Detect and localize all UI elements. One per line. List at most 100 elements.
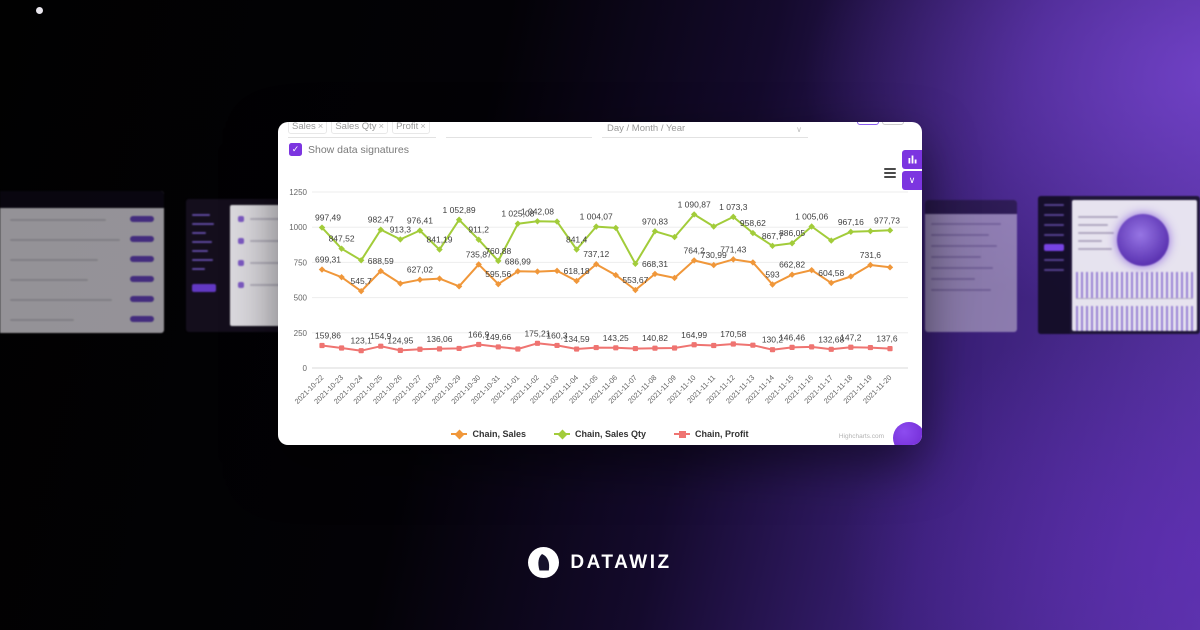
background-screenshot-dashboard <box>1038 196 1200 334</box>
svg-text:595,56: 595,56 <box>485 269 511 279</box>
svg-text:997,49: 997,49 <box>315 213 341 223</box>
svg-text:500: 500 <box>294 294 308 303</box>
svg-text:760,88: 760,88 <box>485 246 511 256</box>
thumbnail-sidebar <box>1038 196 1070 334</box>
collapse-panel-button[interactable]: ∨ <box>902 171 922 190</box>
svg-text:841,4: 841,4 <box>566 235 588 245</box>
svg-text:137,6: 137,6 <box>876 334 898 344</box>
svg-text:250: 250 <box>294 329 308 338</box>
chat-fab-button[interactable] <box>893 422 922 445</box>
svg-text:735,87: 735,87 <box>466 249 492 259</box>
chevron-down-icon: ∨ <box>796 125 802 134</box>
series-marker-icon <box>679 430 687 438</box>
svg-text:164,99: 164,99 <box>681 330 707 340</box>
chip-sales-qty[interactable]: Sales Qty × <box>331 122 389 134</box>
svg-text:886,05: 886,05 <box>779 228 805 238</box>
svg-text:967,16: 967,16 <box>838 217 864 227</box>
chart-legend: Chain, Sales Chain, Sales Qty Chain, Pro… <box>278 429 922 439</box>
decor-dot <box>36 7 43 14</box>
chip-profit[interactable]: Profit × <box>392 122 430 134</box>
show-data-signatures-row: ✓ Show data signatures <box>289 143 409 156</box>
svg-text:750: 750 <box>294 258 308 267</box>
svg-text:977,73: 977,73 <box>874 215 900 225</box>
svg-text:1000: 1000 <box>289 223 307 232</box>
svg-text:1 073,3: 1 073,3 <box>719 202 748 212</box>
svg-text:730,99: 730,99 <box>701 250 727 260</box>
svg-text:976,41: 976,41 <box>407 216 433 226</box>
svg-text:143,25: 143,25 <box>603 333 629 343</box>
series-marker-icon <box>455 429 465 439</box>
svg-text:154,9: 154,9 <box>370 331 392 341</box>
svg-text:553,67: 553,67 <box>622 275 648 285</box>
legend-item-sales-qty[interactable]: Chain, Sales Qty <box>554 429 646 439</box>
empty-input-field[interactable] <box>446 122 592 138</box>
thumbnail-bar-chart <box>1076 272 1193 299</box>
svg-text:1 052,89: 1 052,89 <box>443 205 476 215</box>
svg-text:958,62: 958,62 <box>740 218 766 228</box>
svg-text:124,95: 124,95 <box>387 335 413 345</box>
svg-text:130,2: 130,2 <box>762 335 784 345</box>
svg-text:160,3: 160,3 <box>546 330 568 340</box>
svg-text:618,18: 618,18 <box>564 266 590 276</box>
svg-text:970,83: 970,83 <box>642 216 668 226</box>
grouping-select[interactable]: Day / Month / Year ∨ <box>602 122 808 138</box>
side-panel: ∨ <box>902 150 922 192</box>
svg-text:175,21: 175,21 <box>524 328 550 338</box>
show-data-signatures-checkbox[interactable]: ✓ <box>289 143 302 156</box>
thumbnail-sidebar <box>192 207 218 327</box>
svg-text:545,7: 545,7 <box>351 276 373 286</box>
metric-filter-field[interactable]: Sales × Sales Qty × Profit × <box>288 122 436 138</box>
svg-text:134,59: 134,59 <box>564 334 590 344</box>
close-icon[interactable]: × <box>378 122 385 132</box>
svg-text:847,52: 847,52 <box>329 234 355 244</box>
close-icon[interactable]: × <box>317 122 324 132</box>
chip-sales[interactable]: Sales × <box>288 122 328 134</box>
legend-item-profit[interactable]: Chain, Profit <box>674 429 749 439</box>
mini-chart-icon <box>908 155 916 164</box>
thumbnail-titlebar <box>0 191 164 208</box>
svg-text:593: 593 <box>765 270 779 280</box>
svg-text:0: 0 <box>303 364 308 373</box>
logo-icon <box>528 547 560 578</box>
legend-item-sales[interactable]: Chain, Sales <box>451 429 526 439</box>
svg-text:1 042,08: 1 042,08 <box>521 206 554 216</box>
svg-text:1 025,08: 1 025,08 <box>501 209 534 219</box>
highcharts-watermark: Highcharts.com <box>838 433 884 440</box>
column-chart-view-button[interactable] <box>882 122 904 125</box>
svg-text:166,9: 166,9 <box>468 330 490 340</box>
line-chart-view-button[interactable] <box>857 122 879 125</box>
svg-text:147,2: 147,2 <box>840 332 862 342</box>
svg-text:604,58: 604,58 <box>818 268 844 278</box>
svg-text:662,82: 662,82 <box>779 260 805 270</box>
svg-text:159,86: 159,86 <box>315 330 341 340</box>
svg-text:123,1: 123,1 <box>351 336 373 346</box>
svg-text:146,46: 146,46 <box>779 332 805 342</box>
series-marker-icon <box>557 429 568 439</box>
svg-text:140,82: 140,82 <box>642 333 668 343</box>
svg-text:627,02: 627,02 <box>407 265 433 275</box>
chart-settings-button[interactable] <box>902 150 922 169</box>
close-icon[interactable]: × <box>420 122 426 132</box>
svg-text:686,99: 686,99 <box>505 256 531 266</box>
background-screenshot-list <box>0 191 164 333</box>
svg-text:699,31: 699,31 <box>315 255 341 265</box>
svg-text:982,47: 982,47 <box>368 215 394 225</box>
line-chart-svg: 0250500750100012502021-10-222021-10-2320… <box>289 188 908 406</box>
thumbnail-bar-chart <box>1076 306 1193 331</box>
svg-text:688,59: 688,59 <box>368 256 394 266</box>
svg-text:1 090,87: 1 090,87 <box>678 199 711 209</box>
svg-text:136,06: 136,06 <box>427 334 453 344</box>
chevron-down-icon: ∨ <box>908 175 916 185</box>
svg-text:1 004,07: 1 004,07 <box>580 212 613 222</box>
background-screenshot-table <box>925 200 1017 332</box>
svg-text:911,2: 911,2 <box>468 225 489 235</box>
svg-text:668,31: 668,31 <box>642 259 668 269</box>
svg-text:764,2: 764,2 <box>683 245 705 255</box>
controls-row: Sales × Sales Qty × Profit × Day / Month / … <box>278 122 922 142</box>
svg-text:737,12: 737,12 <box>583 249 609 259</box>
svg-text:771,43: 771,43 <box>720 244 746 254</box>
analytics-card: Sales × Sales Qty × Profit × Day / Month / … <box>278 122 922 445</box>
svg-text:731,6: 731,6 <box>860 250 882 260</box>
svg-text:1 005,06: 1 005,06 <box>795 211 828 221</box>
hamburger-menu-icon[interactable] <box>884 166 896 180</box>
